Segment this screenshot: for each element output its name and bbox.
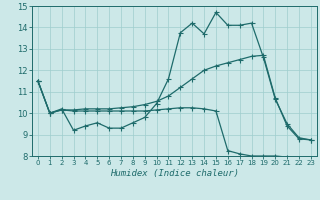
- X-axis label: Humidex (Indice chaleur): Humidex (Indice chaleur): [110, 169, 239, 178]
